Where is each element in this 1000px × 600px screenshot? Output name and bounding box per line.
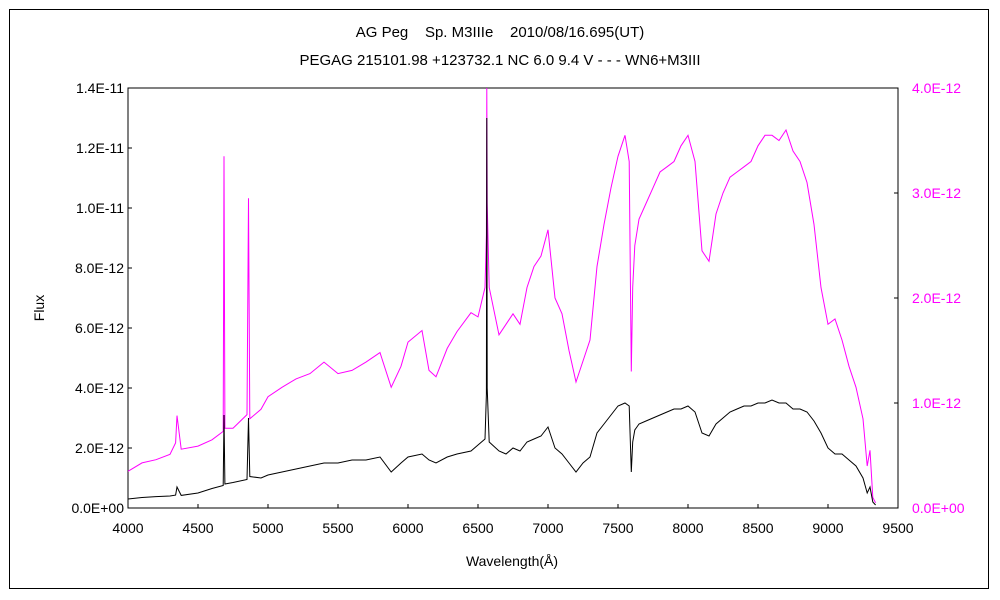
x-axis: 4000 4500 5000 5500 6000 6500 7000 7500 8000 8500…	[112, 504, 914, 536]
x-tick-label: 9500	[882, 520, 913, 536]
series-group	[127, 87, 877, 506]
series-line-0	[127, 87, 877, 504]
chart-title: AG Peg Sp. M3IIIe 2010/08/16.695(UT)	[355, 24, 645, 41]
y-axis-left: 0.0E+00 2.0E-12 4.0E-12 6.0E-12 8.0E-12 1.0E-…	[71, 80, 132, 516]
y-tick-label: 1.4E-11	[76, 80, 124, 96]
x-tick-label: 5500	[322, 520, 353, 536]
series-line-1	[127, 117, 876, 506]
x-tick-label: 6000	[392, 520, 423, 536]
y-tick-label: 4.0E-12	[75, 380, 124, 396]
x-tick-label: 8000	[672, 520, 703, 536]
y-tick-label: 2.0E-12	[75, 440, 124, 456]
x-tick-label: 4500	[182, 520, 213, 536]
x-tick-label: 5000	[252, 520, 283, 536]
y2-tick-label: 0.0E+00	[912, 500, 965, 516]
x-tick-label: 6500	[462, 520, 493, 536]
chart-frame	[9, 9, 989, 589]
x-tick-label: 7500	[602, 520, 633, 536]
y-tick-label: 6.0E-12	[75, 320, 124, 336]
y-tick-label: 1.2E-11	[76, 140, 124, 156]
y-tick-label: 0.0E+00	[71, 500, 124, 516]
x-tick-label: 8500	[742, 520, 773, 536]
y2-tick-label: 2.0E-12	[912, 290, 961, 306]
y2-tick-label: 3.0E-12	[912, 185, 961, 201]
x-axis-label: Wavelength(Å)	[466, 553, 558, 569]
y-axis-label: Flux	[31, 295, 47, 321]
x-tick-label: 7000	[532, 520, 563, 536]
y-axis-right: 0.0E+00 1.0E-12 2.0E-12 3.0E-12 4.0E-12	[894, 80, 965, 516]
y2-tick-label: 4.0E-12	[912, 80, 961, 96]
plot-area	[127, 87, 899, 509]
x-tick-label: 4000	[112, 520, 143, 536]
y2-tick-label: 1.0E-12	[912, 395, 961, 411]
chart-subtitle: PEGAG 215101.98 +123732.1 NC 6.0 9.4 V -…	[299, 52, 701, 69]
y-tick-label: 1.0E-11	[76, 200, 124, 216]
x-tick-label: 9000	[812, 520, 843, 536]
y-tick-label: 8.0E-12	[75, 260, 124, 276]
